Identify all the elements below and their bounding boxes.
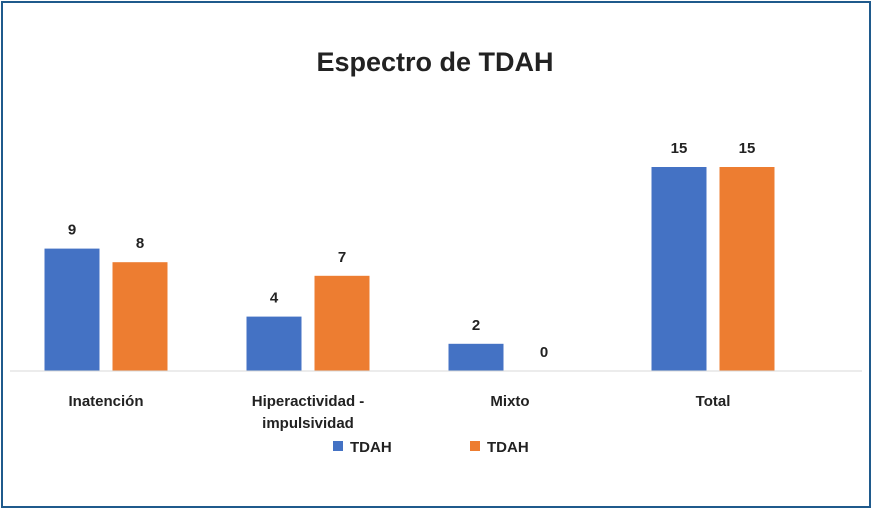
bars-group bbox=[44, 167, 775, 371]
legend-label-1: TDAH bbox=[487, 439, 529, 456]
data-label-s0-c1: 4 bbox=[270, 290, 279, 307]
data-label-s1-c1: 7 bbox=[338, 249, 346, 266]
legend-swatch-1 bbox=[470, 441, 480, 451]
x-tick-label-3-0: Total bbox=[696, 393, 731, 410]
bar-s1-c0 bbox=[112, 262, 168, 371]
data-label-s1-c0: 8 bbox=[136, 235, 144, 252]
legend-swatch-0 bbox=[333, 441, 343, 451]
bar-s1-c1 bbox=[314, 275, 370, 371]
x-tick-label-1-0: Hiperactividad - bbox=[252, 393, 365, 410]
bar-s0-c2 bbox=[448, 343, 504, 371]
data-labels-group: 9 4 2 15 8 7 0 15 bbox=[68, 140, 756, 361]
data-label-s1-c2: 0 bbox=[540, 344, 548, 361]
bar-s0-c3 bbox=[651, 167, 707, 371]
bar-s1-c3 bbox=[719, 167, 775, 371]
x-tick-label-2-0: Mixto bbox=[490, 393, 529, 410]
data-label-s0-c0: 9 bbox=[68, 222, 76, 239]
x-tick-labels: Inatención Hiperactividad - impulsividad Mi… bbox=[68, 393, 730, 432]
bar-s0-c1 bbox=[246, 316, 302, 371]
data-label-s0-c3: 15 bbox=[671, 140, 688, 157]
data-label-s0-c2: 2 bbox=[472, 317, 480, 334]
x-tick-label-1-1: impulsividad bbox=[262, 415, 354, 432]
chart-title: Espectro de TDAH bbox=[316, 47, 553, 77]
data-label-s1-c3: 15 bbox=[739, 140, 756, 157]
bar-s0-c0 bbox=[44, 248, 100, 371]
x-tick-label-0-0: Inatención bbox=[68, 393, 143, 410]
legend: TDAH TDAH bbox=[333, 439, 529, 456]
legend-label-0: TDAH bbox=[350, 439, 392, 456]
